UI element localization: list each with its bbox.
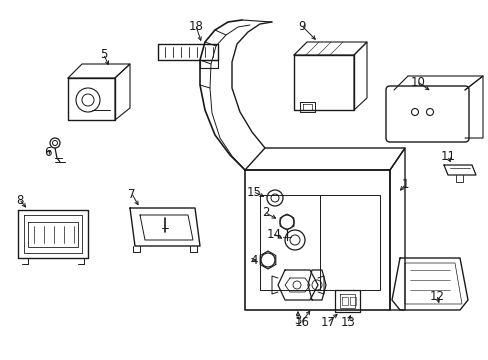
Text: 2: 2 [262, 207, 269, 220]
Text: 12: 12 [428, 289, 444, 302]
Text: 11: 11 [440, 150, 454, 163]
Text: 18: 18 [188, 19, 203, 32]
Text: 15: 15 [246, 185, 261, 198]
Text: 4: 4 [250, 253, 257, 266]
Text: 17: 17 [320, 315, 335, 328]
Text: 9: 9 [298, 19, 305, 32]
Text: 14: 14 [266, 228, 281, 240]
Text: 8: 8 [16, 194, 23, 207]
Text: 6: 6 [44, 147, 52, 159]
Text: 5: 5 [100, 49, 107, 62]
Text: 3: 3 [294, 314, 301, 327]
Text: 16: 16 [294, 315, 309, 328]
Text: 10: 10 [410, 76, 425, 89]
Text: 7: 7 [128, 188, 136, 201]
Text: 13: 13 [340, 315, 355, 328]
Text: 1: 1 [401, 179, 408, 192]
